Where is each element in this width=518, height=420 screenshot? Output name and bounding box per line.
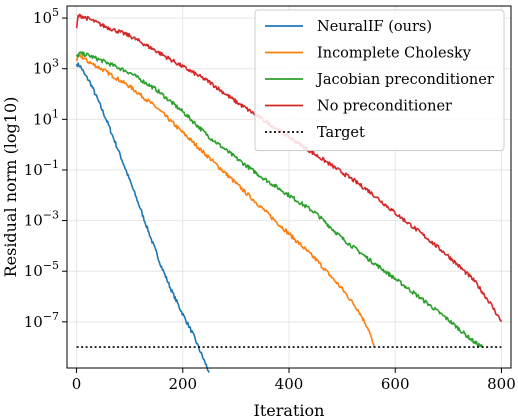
legend-label: Incomplete Cholesky — [317, 46, 472, 62]
legend-label: Jacobian preconditioner — [315, 72, 494, 88]
y-tick-label: 10−3 — [24, 209, 59, 230]
legend-label: No preconditioner — [317, 99, 452, 115]
y-tick-label: 10−1 — [24, 158, 59, 179]
series-line — [75, 54, 375, 348]
series-line — [75, 51, 484, 348]
y-tick-label: 103 — [33, 57, 59, 78]
y-tick-label: 105 — [33, 6, 59, 27]
axis-ticks: 0 200 400 600 800 10−7 10−5 10−3 10−1 101 103 105 — [24, 6, 516, 393]
x-tick-label: 200 — [168, 375, 197, 393]
x-tick-label: 0 — [72, 375, 82, 393]
y-tick-label: 10−5 — [24, 259, 59, 280]
x-tick-label: 400 — [275, 375, 304, 393]
x-axis-title: Iteration — [254, 401, 325, 420]
y-axis-title: Residual norm (log10) — [1, 97, 20, 278]
x-tick-label: 600 — [381, 375, 410, 393]
y-tick-label: 10−7 — [24, 310, 59, 331]
legend: NeuralIF (ours) Incomplete Cholesky Jacobi… — [254, 9, 505, 151]
x-tick-label: 800 — [487, 375, 516, 393]
series-line — [75, 62, 210, 373]
legend-box — [254, 9, 505, 151]
y-tick-label: 101 — [33, 107, 59, 128]
legend-label: Target — [317, 125, 365, 141]
legend-label: NeuralIF (ours) — [317, 19, 432, 35]
